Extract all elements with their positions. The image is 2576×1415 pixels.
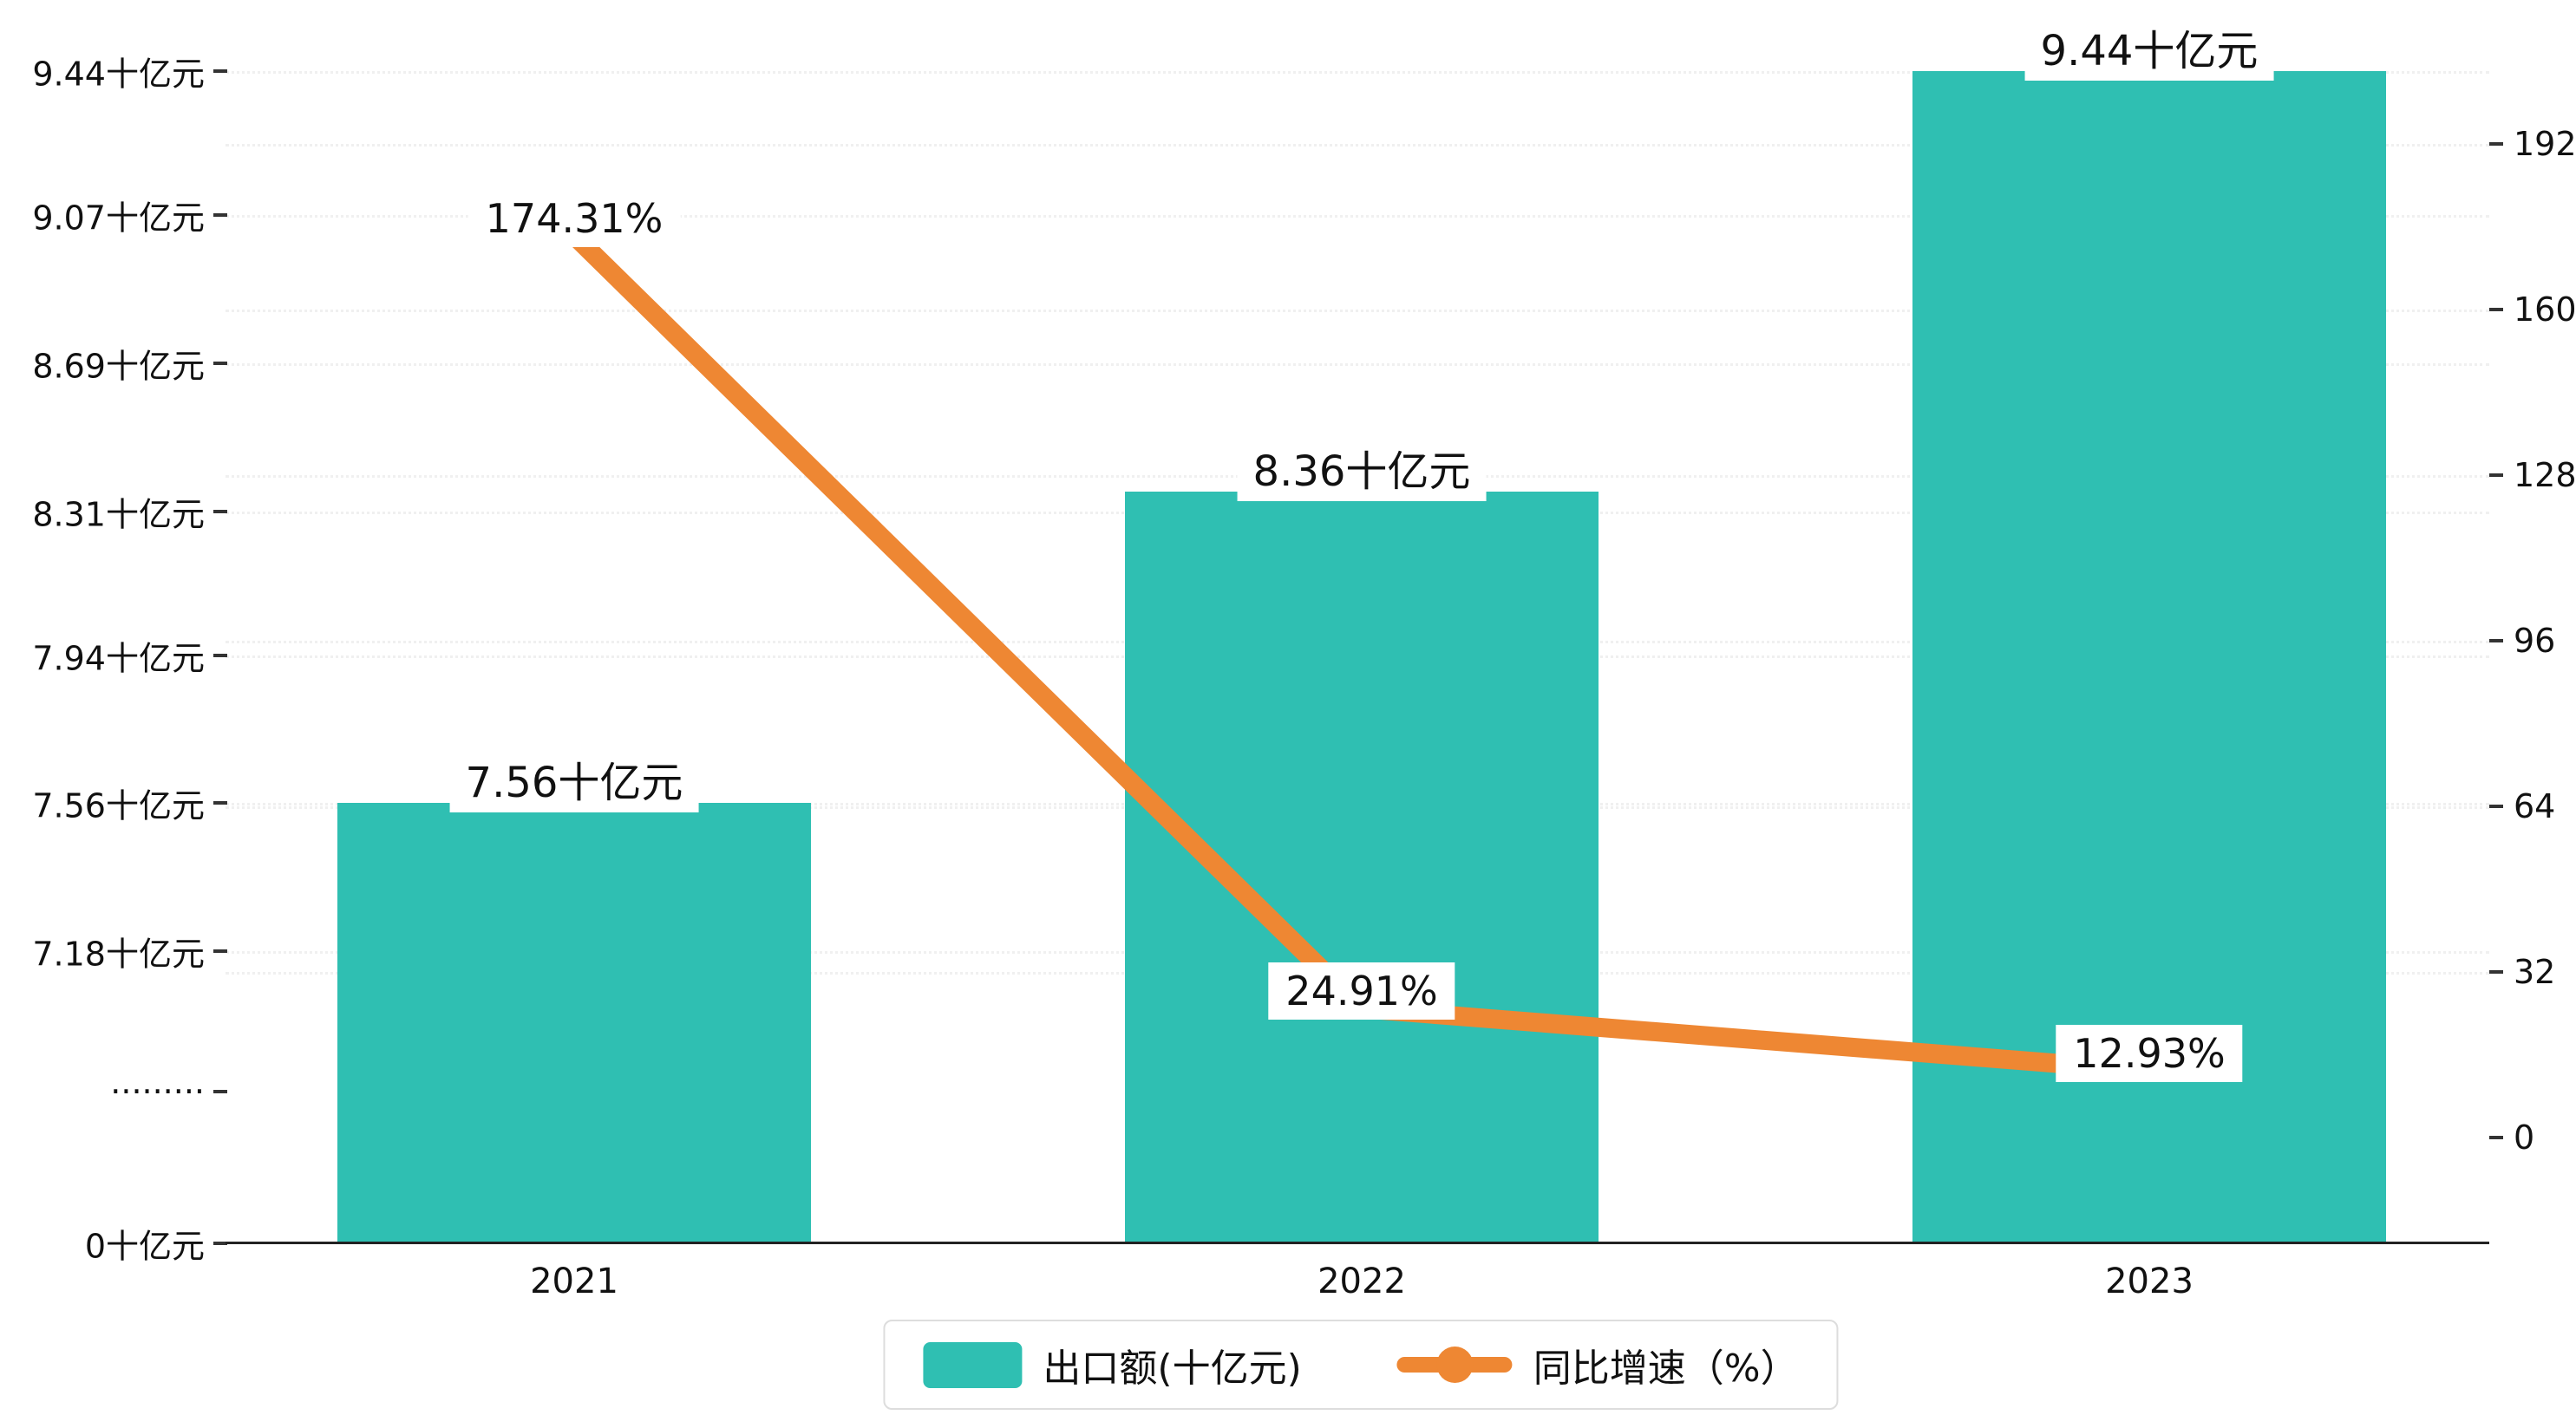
bar-2021[interactable] bbox=[337, 803, 811, 1242]
x-axis-label-2023: 2023 bbox=[2105, 1262, 2194, 1301]
left-axis-tick-label: 7.18十亿元 bbox=[32, 935, 205, 974]
line-value-label: 12.93% bbox=[2056, 1024, 2243, 1082]
legend-label-export: 出口额(十亿元) bbox=[1043, 1347, 1302, 1391]
right-axis-tick-label: 192 bbox=[2514, 125, 2576, 163]
left-axis-tick-label: 7.56十亿元 bbox=[32, 786, 205, 825]
legend-bar-swatch-icon bbox=[923, 1341, 1023, 1388]
legend: 出口额(十亿元) 同比增速（%） bbox=[883, 1320, 1839, 1410]
left-axis-tick-mark bbox=[213, 509, 227, 513]
left-axis-tick-mark bbox=[213, 801, 227, 805]
legend-item-export[interactable]: 出口额(十亿元) bbox=[923, 1337, 1302, 1392]
left-axis-tick-label: 8.69十亿元 bbox=[32, 347, 205, 386]
line-value-label: 24.91% bbox=[1268, 962, 1455, 1020]
x-axis-label-2021: 2021 bbox=[530, 1262, 618, 1301]
right-axis-tick-label: 0 bbox=[2514, 1118, 2535, 1157]
left-axis-tick-mark bbox=[213, 69, 227, 73]
bar-value-label: 8.36十亿元 bbox=[1237, 434, 1487, 502]
growth-line-path[interactable] bbox=[565, 225, 2159, 1080]
gridline bbox=[226, 71, 2489, 74]
legend-label-growth: 同比增速（%） bbox=[1533, 1347, 1799, 1391]
gridline bbox=[226, 215, 2489, 218]
bar-value-label: 7.56十亿元 bbox=[449, 745, 699, 813]
right-axis-tick-mark bbox=[2489, 142, 2503, 146]
gridline bbox=[226, 310, 2489, 312]
right-axis-tick-label: 160 bbox=[2514, 290, 2576, 329]
left-axis-tick-mark bbox=[213, 653, 227, 657]
x-axis-label-2022: 2022 bbox=[1317, 1262, 1406, 1301]
right-axis-tick-mark bbox=[2489, 805, 2503, 808]
right-axis-tick-mark bbox=[2489, 970, 2503, 974]
right-axis-tick-label: 32 bbox=[2514, 953, 2556, 991]
left-axis-tick-mark bbox=[213, 1090, 227, 1093]
legend-line-dot-icon bbox=[1436, 1347, 1474, 1383]
left-axis-tick-mark bbox=[213, 213, 227, 218]
right-axis-tick-mark bbox=[2489, 1136, 2503, 1139]
legend-item-growth[interactable]: 同比增速（%） bbox=[1396, 1337, 1799, 1392]
legend-line-swatch-icon bbox=[1396, 1347, 1513, 1383]
right-axis-tick-mark bbox=[2489, 639, 2503, 642]
right-axis-tick-mark bbox=[2489, 473, 2503, 477]
line-value-label: 174.31% bbox=[467, 189, 681, 247]
left-axis-tick-label: ········· bbox=[110, 1073, 205, 1111]
gridline bbox=[226, 362, 2489, 366]
right-axis-tick-label: 128 bbox=[2514, 456, 2576, 494]
left-axis-tick-mark bbox=[213, 1242, 227, 1245]
left-axis-tick-label: 8.31十亿元 bbox=[32, 495, 205, 533]
gridline bbox=[226, 144, 2489, 147]
bar-value-label: 9.44十亿元 bbox=[2024, 13, 2274, 81]
left-axis-tick-label: 9.44十亿元 bbox=[32, 55, 205, 94]
right-axis-tick-label: 96 bbox=[2514, 622, 2556, 660]
left-axis-tick-mark bbox=[213, 361, 227, 365]
right-axis-tick-label: 64 bbox=[2514, 787, 2556, 825]
left-axis-tick-label: 7.94十亿元 bbox=[32, 639, 205, 678]
left-axis-tick-mark bbox=[213, 949, 227, 953]
x-axis-line bbox=[226, 1242, 2489, 1244]
left-axis-tick-label: 9.07十亿元 bbox=[32, 199, 205, 238]
left-axis-tick-label: 0十亿元 bbox=[84, 1227, 205, 1266]
right-axis-tick-mark bbox=[2489, 308, 2503, 311]
